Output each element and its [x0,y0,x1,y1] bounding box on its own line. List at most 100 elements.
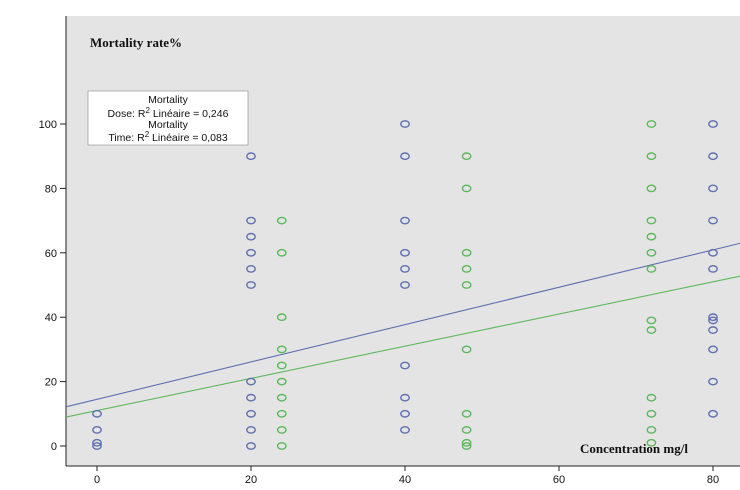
point-dose [708,120,718,128]
point-time [276,361,287,370]
point-dose [708,345,718,354]
point-time [646,264,657,273]
y-tick-label: 100 [39,119,57,131]
point-dose [708,216,718,225]
point-dose [92,438,102,447]
point-dose [708,377,718,386]
x-tick-label: 0 [94,474,100,486]
point-dose [400,361,410,370]
plot-area [66,16,740,466]
point-dose [708,326,718,334]
point-dose [708,409,718,418]
legend: Mortality Dose: R2 Linéaire = 0,246 Mort… [87,90,249,146]
x-tick-label: 20 [245,474,257,486]
point-dose [246,409,256,418]
point-time [646,326,657,334]
point-time [461,345,472,354]
y-tick-label: 60 [45,248,57,260]
point-time [646,152,657,161]
point-time [646,216,657,225]
point-dose [400,409,410,418]
point-time [276,248,287,257]
point-dose [708,316,718,325]
y-tick-label: 80 [45,183,57,195]
point-dose [92,442,102,450]
point-time [461,442,472,450]
point-time [276,425,287,434]
point-dose [92,409,102,418]
legend-label-time-main: Time: R [108,132,145,144]
point-time [276,313,287,322]
point-time [461,409,472,418]
point-dose [708,248,718,257]
point-dose [708,184,718,193]
x-ticks: 0 20 40 60 80 [94,466,719,486]
point-dose [246,425,256,434]
legend-box [87,90,249,146]
point-time [646,248,657,257]
legend-label-dose-main: Dose: R [108,108,146,120]
point-time [646,438,657,447]
point-dose [708,264,718,273]
point-dose [708,313,718,322]
point-time [646,316,657,325]
x-tick-label: 60 [553,474,565,486]
point-dose [708,152,718,161]
point-dose [400,216,410,225]
legend-label-dose-sup: 2 [145,106,150,115]
point-time [461,281,472,289]
point-dose [246,152,256,161]
point-time [461,264,472,273]
point-time [276,216,287,225]
y-ticks: 0 20 40 60 80 100 [39,119,66,453]
point-dose [246,264,256,273]
point-dose [400,281,410,289]
point-dose [246,377,256,386]
point-time [461,248,472,257]
x-axis-title: Concentration mg/l [580,441,688,456]
y-tick-label: 20 [45,377,57,389]
point-time [461,425,472,434]
point-time [276,377,287,386]
point-time [646,232,657,241]
point-dose [246,216,256,225]
legend-label-time-sup: 2 [145,130,150,139]
point-dose [400,393,410,402]
point-dose [400,120,410,128]
legend-head-time: Mortality [148,119,188,131]
x-tick-label: 80 [707,474,719,486]
point-dose [246,232,256,241]
point-dose [400,264,410,273]
point-dose [246,393,256,402]
point-time [646,393,657,402]
point-dose [400,425,410,434]
point-time [461,152,472,161]
fit-line-time [65,275,740,418]
plot-title: Mortality rate% [90,35,182,50]
point-dose [246,248,256,257]
y-tick-label: 40 [45,312,57,324]
point-time [276,345,287,354]
legend-label-dose: Dose: R2 Linéaire = 0,246 [108,106,229,120]
point-time [276,442,287,450]
fit-lines [65,242,740,418]
point-dose [246,281,256,289]
point-dose [92,425,102,434]
legend-head-dose: Mortality [148,94,188,106]
point-dose [246,442,256,450]
point-time [461,184,472,193]
x-tick-label: 40 [399,474,411,486]
point-time [646,120,657,128]
point-time [461,438,472,447]
legend-label-dose-tail: Linéaire = 0,246 [150,108,229,120]
point-time [646,425,657,434]
fit-line-dose [65,242,740,408]
data-points [92,120,718,450]
point-time [646,409,657,418]
legend-label-time-tail: Linéaire = 0,083 [149,132,228,144]
point-dose [400,152,410,161]
legend-label-time: Time: R2 Linéaire = 0,083 [108,130,228,144]
y-tick-label: 0 [51,441,57,453]
point-time [276,393,287,402]
point-time [276,409,287,418]
